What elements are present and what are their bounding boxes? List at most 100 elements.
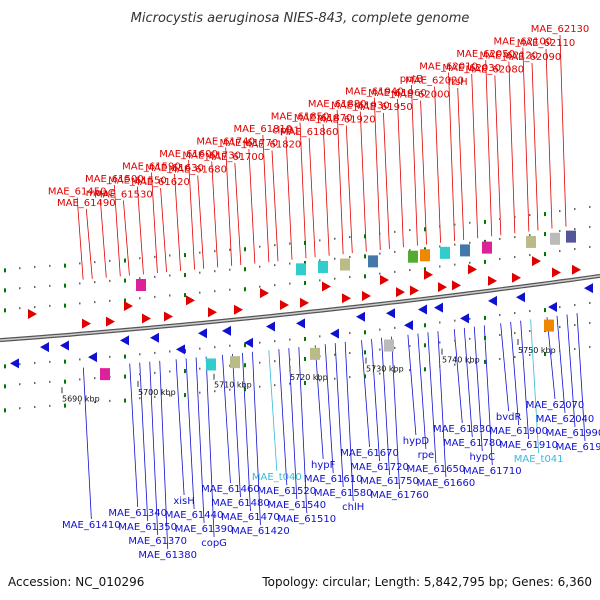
track-dot — [409, 345, 411, 348]
forward-gene-label[interactable]: MAE_61930 — [331, 101, 390, 112]
reverse-gene-label[interactable]: MAE_61660 — [417, 478, 476, 489]
forward-gene-label[interactable]: MAE_62100 — [494, 37, 553, 48]
track-dot — [409, 249, 411, 252]
forward-gene-label[interactable]: MAE_62000 — [391, 90, 450, 101]
reverse-gene-label[interactable]: MAE_61780 — [443, 438, 502, 449]
reverse-gene-label[interactable]: MAE_61540 — [268, 500, 327, 511]
reverse-gene-label[interactable]: MAE_61670 — [340, 448, 399, 459]
reverse-gene-label[interactable]: MAE_61370 — [128, 536, 187, 547]
forward-gene-label[interactable]: MAE_62090 — [503, 52, 562, 63]
reverse-gene-label[interactable]: MAE_61420 — [231, 526, 290, 537]
forward-gene-label[interactable]: MAE_62130 — [531, 24, 590, 35]
reverse-gene-label[interactable]: MAE_61720 — [350, 462, 409, 473]
rna-gene-label[interactable]: MAE_t040 — [252, 472, 302, 483]
forward-gene-label[interactable]: MAE_61590 — [122, 162, 181, 173]
reverse-gene-label[interactable]: MAE_61470 — [221, 512, 280, 523]
reverse-gene-label[interactable]: MAE_61390 — [175, 524, 234, 535]
forward-gene-label[interactable]: MAE_61530 — [94, 190, 153, 201]
reverse-leader-line — [500, 323, 510, 412]
forward-gene-label[interactable]: MAE_61850 — [271, 112, 330, 123]
track-dot — [259, 285, 261, 288]
forward-gene-label[interactable]: MAE_62050 — [456, 49, 515, 60]
forward-gene-label[interactable]: MAE_61920 — [317, 115, 376, 126]
track-dot — [94, 377, 96, 380]
forward-gene-label[interactable]: MAE_61680 — [168, 165, 227, 176]
track-dot — [439, 321, 441, 324]
forward-gene-label[interactable]: MAE_61620 — [131, 177, 190, 188]
forward-gene-label[interactable]: MAE_61550 — [108, 176, 167, 187]
track-dot — [514, 236, 516, 239]
reverse-gene-label[interactable]: MAE_61440 — [165, 510, 224, 521]
reverse-gene-label[interactable]: MAE_61830 — [433, 424, 492, 435]
reverse-gene-label[interactable]: MAE_61750 — [360, 476, 419, 487]
reverse-gene-label[interactable]: MAE_62070 — [526, 400, 585, 411]
reverse-gene-label[interactable]: MAE_61350 — [118, 522, 177, 533]
track-dot — [124, 258, 126, 263]
reverse-gene-label[interactable]: bvdR — [496, 412, 522, 423]
forward-gene-label[interactable]: MAE_61600 — [159, 149, 218, 160]
forward-gene-label[interactable]: moaC — [86, 188, 115, 199]
reverse-gene-label[interactable]: MAE_61410 — [62, 520, 121, 531]
reverse-gene-label[interactable]: MAE_61610 — [304, 474, 363, 485]
reverse-gene-label[interactable]: MAE_61990 — [546, 428, 600, 439]
reverse-gene-label[interactable]: MAE_61380 — [138, 550, 197, 561]
reverse-gene-label[interactable]: MAE_61460 — [201, 484, 260, 495]
forward-gene-label[interactable]: MAE_61960 — [368, 88, 427, 99]
reverse-gene-label[interactable]: MAE_61900 — [489, 426, 548, 437]
forward-gene-label[interactable]: MAE_61500 — [85, 174, 144, 185]
forward-gene-label[interactable]: MAE_61820 — [243, 140, 302, 151]
reverse-gene-label[interactable]: MAE_61650 — [407, 464, 466, 475]
reverse-gene-label[interactable]: MAE_62040 — [536, 414, 595, 425]
forward-gene-label[interactable]: clpB1 — [272, 126, 300, 137]
forward-gene-label[interactable]: MAE_61730 — [182, 151, 241, 162]
forward-gene-label[interactable]: MAE_61630 — [145, 163, 204, 174]
reverse-gene-label[interactable]: MAE_61520 — [258, 486, 317, 497]
forward-gene-label[interactable]: MAE_62120 — [480, 51, 539, 62]
reverse-gene-label[interactable]: MAE_61340 — [108, 508, 167, 519]
forward-gene-label[interactable]: MAE_62020 — [405, 76, 464, 87]
forward-gene-label[interactable]: MAE_61860 — [280, 127, 339, 138]
forward-gene-label[interactable]: ftsH — [448, 77, 468, 88]
track-dot — [334, 237, 336, 240]
forward-leader-line — [285, 136, 293, 260]
forward-gene-label[interactable]: MAE_61810 — [234, 124, 293, 135]
feature-box — [544, 319, 554, 332]
reverse-gene-label[interactable]: MAE_61510 — [278, 514, 337, 525]
reverse-gene-label[interactable]: MAE_61480 — [211, 498, 270, 509]
track-dot — [214, 346, 216, 349]
forward-gene-label[interactable]: MAE_61940 — [345, 87, 404, 98]
forward-gene-label[interactable]: MAE_62030 — [442, 63, 501, 74]
forward-gene-label[interactable]: MAE_61950 — [354, 102, 413, 113]
track-dot — [184, 253, 186, 258]
reverse-gene-label[interactable]: hypD — [403, 436, 430, 447]
forward-gene-label[interactable]: MAE_61700 — [206, 152, 265, 163]
reverse-gene-label[interactable]: MAE_61710 — [463, 466, 522, 477]
forward-gene-label[interactable]: MAE_62010 — [419, 62, 478, 73]
forward-gene-label[interactable]: MAE_61880 — [308, 99, 367, 110]
rna-gene-label[interactable]: MAE_t041 — [514, 454, 564, 465]
reverse-gene-label[interactable]: MAE_61760 — [370, 490, 429, 501]
forward-gene-label[interactable]: MAE_62080 — [466, 65, 525, 76]
forward-gene-label[interactable]: MAE_61740 — [196, 137, 255, 148]
forward-gene-label[interactable]: MAE_61490 — [57, 198, 116, 209]
reverse-gene-label[interactable]: xisH — [173, 496, 194, 507]
reverse-gene-label[interactable]: MAE_61910 — [499, 440, 558, 451]
forward-gene-label[interactable]: MAE_61450 — [48, 187, 107, 198]
forward-gene-label[interactable]: MAE_61770 — [220, 138, 279, 149]
forward-gene-label[interactable]: pntB — [400, 74, 424, 85]
reverse-gene-label[interactable]: chlH — [342, 502, 364, 513]
reverse-gene-label[interactable]: MAE_61970 — [556, 442, 600, 453]
reverse-gene-label[interactable]: copG — [201, 538, 227, 549]
track-dot — [364, 350, 366, 355]
forward-gene-label[interactable]: MAE_61870 — [294, 113, 353, 124]
reverse-gene-label[interactable]: rpe — [418, 450, 435, 461]
reverse-gene-label[interactable]: hypF — [311, 460, 336, 471]
reverse-gene-label[interactable]: hypC — [469, 452, 495, 463]
track-dot — [244, 387, 246, 392]
forward-leader-line — [99, 198, 107, 278]
track-dot — [499, 237, 501, 240]
forward-gene-label[interactable]: MAE_62110 — [517, 38, 576, 49]
reverse-gene-label[interactable]: MAE_61580 — [314, 488, 373, 499]
reverse-leader-line — [314, 345, 324, 460]
